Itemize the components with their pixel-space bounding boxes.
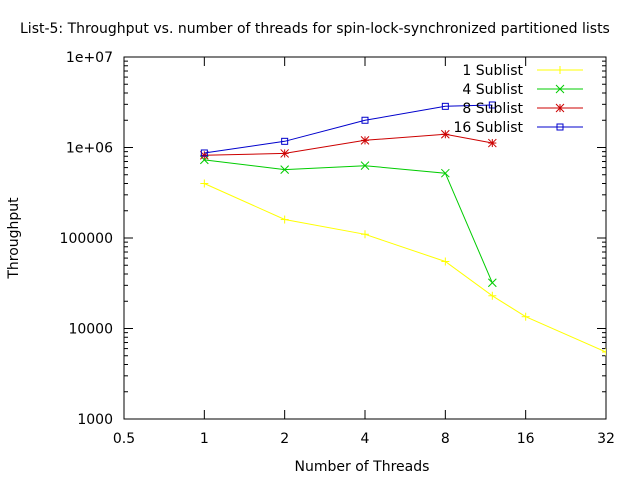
y-tick-label: 1000 bbox=[77, 412, 113, 428]
data-point-8-sublist bbox=[360, 135, 370, 145]
legend: 1 Sublist 4 Sublist 8 Sublist 16 Sublist bbox=[454, 63, 583, 136]
series-16-sublist bbox=[200, 101, 496, 157]
data-point-1-sublist bbox=[602, 347, 606, 356]
data-point-16-sublist bbox=[361, 116, 369, 124]
series-8-sublist bbox=[199, 129, 497, 160]
x-axis-label: Number of Threads bbox=[295, 459, 430, 475]
legend-label-8-sublist: 8 Sublist bbox=[462, 101, 523, 117]
x-tick-label: 0.5 bbox=[113, 431, 135, 447]
series-line-1-sublist bbox=[204, 183, 606, 353]
data-point-1-sublist bbox=[441, 257, 450, 266]
y-axis-label: Throughput bbox=[6, 197, 22, 280]
legend-marker-8-sublist bbox=[555, 103, 565, 113]
legend-marker-16-sublist bbox=[556, 123, 564, 131]
x-tick-label: 2 bbox=[280, 431, 289, 447]
legend-label-1-sublist: 1 Sublist bbox=[462, 63, 523, 79]
data-point-1-sublist bbox=[488, 291, 497, 300]
series-1-sublist bbox=[200, 179, 606, 356]
x-tick-label: 1 bbox=[200, 431, 209, 447]
legend-label-16-sublist: 16 Sublist bbox=[454, 120, 524, 136]
legend-marker-4-sublist bbox=[555, 84, 565, 94]
data-point-1-sublist bbox=[280, 215, 289, 224]
y-tick-label: 10000 bbox=[68, 322, 113, 338]
x-tick-label: 32 bbox=[597, 431, 615, 447]
data-point-16-sublist bbox=[441, 102, 449, 110]
x-tick-label: 8 bbox=[441, 431, 450, 447]
data-point-8-sublist bbox=[487, 138, 497, 148]
legend-marker-1-sublist bbox=[556, 66, 564, 74]
series-4-sublist bbox=[199, 155, 497, 288]
data-point-4-sublist bbox=[487, 278, 497, 288]
chart-title: List-5: Throughput vs. number of threads… bbox=[20, 21, 610, 37]
y-tick-label: 100000 bbox=[60, 231, 113, 247]
x-tick-label: 4 bbox=[361, 431, 370, 447]
data-point-8-sublist bbox=[440, 129, 450, 139]
data-point-4-sublist bbox=[440, 168, 450, 178]
data-point-8-sublist bbox=[280, 149, 290, 158]
legend-label-4-sublist: 4 Sublist bbox=[462, 82, 523, 98]
data-point-1-sublist bbox=[521, 312, 530, 321]
series-line-16-sublist bbox=[204, 104, 493, 154]
data-point-4-sublist bbox=[199, 155, 209, 165]
data-point-4-sublist bbox=[280, 165, 290, 174]
x-tick-label: 16 bbox=[517, 431, 535, 447]
y-tick-label: 1e+06 bbox=[66, 141, 113, 157]
data-point-1-sublist bbox=[361, 230, 369, 239]
data-point-16-sublist bbox=[488, 101, 496, 109]
y-tick-label: 1e+07 bbox=[66, 50, 113, 66]
data-point-4-sublist bbox=[360, 161, 370, 171]
data-point-16-sublist bbox=[200, 149, 208, 157]
data-point-16-sublist bbox=[281, 137, 289, 145]
data-point-1-sublist bbox=[200, 179, 209, 188]
